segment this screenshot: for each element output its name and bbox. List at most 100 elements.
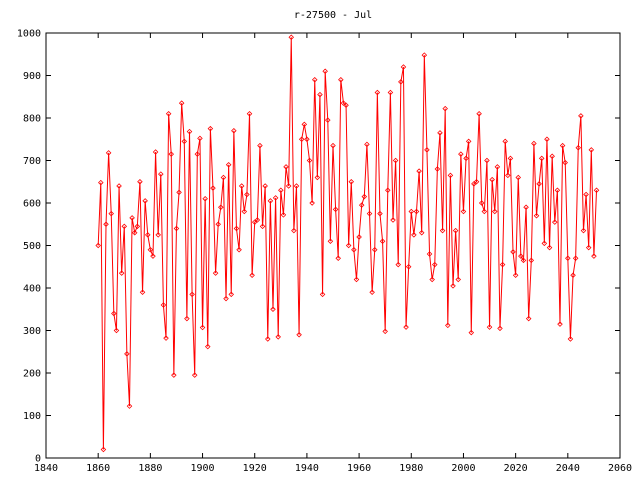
chart-title: r-27500 - Jul	[294, 10, 372, 21]
data-point	[416, 168, 422, 174]
y-tick-label: 500	[23, 241, 41, 252]
data-point	[238, 183, 245, 189]
data-point	[358, 202, 365, 208]
data-point	[439, 227, 446, 234]
data-point	[291, 227, 297, 234]
data-point	[98, 179, 104, 186]
axes-layer: 1840 1860 1880 1900 1920 1940 1960 1980 2000 2020…	[17, 29, 632, 475]
data-point	[478, 200, 485, 206]
data-point	[481, 208, 488, 215]
data-point	[421, 52, 428, 58]
data-point	[426, 251, 433, 257]
x-tick-label: 2000	[451, 463, 475, 474]
data-point	[137, 178, 143, 185]
data-point	[244, 191, 250, 198]
data-point	[121, 223, 128, 230]
data-point	[400, 64, 407, 70]
data-point	[486, 324, 493, 330]
data-point	[398, 79, 404, 85]
data-point	[491, 208, 498, 215]
data-point	[144, 232, 151, 238]
data-point	[557, 321, 563, 327]
data-point	[202, 195, 208, 202]
data-point	[204, 343, 211, 350]
data-point	[408, 208, 415, 215]
data-point	[131, 229, 138, 236]
data-point	[296, 331, 302, 338]
x-tick-label: 1880	[138, 463, 162, 474]
data-point	[559, 142, 566, 149]
data-point	[525, 315, 532, 322]
data-point	[379, 238, 386, 245]
data-point	[147, 246, 154, 253]
data-point	[309, 200, 315, 206]
data-point	[515, 174, 522, 181]
data-point	[458, 151, 464, 157]
data-point	[259, 223, 266, 230]
x-tick-label: 1900	[190, 463, 214, 474]
data-point	[518, 253, 524, 259]
data-point	[442, 105, 448, 112]
data-point	[392, 157, 399, 164]
data-point	[371, 246, 378, 253]
data-point	[588, 147, 595, 153]
data-point	[385, 187, 391, 194]
data-point	[364, 141, 370, 148]
data-point	[160, 302, 167, 308]
data-point	[413, 208, 420, 215]
data-point	[152, 149, 159, 155]
data-point	[593, 187, 600, 194]
data-point	[473, 178, 480, 185]
data-point	[215, 221, 221, 228]
data-point	[552, 219, 558, 225]
data-point	[382, 328, 388, 335]
data-point	[176, 189, 182, 196]
data-point	[345, 242, 352, 249]
data-point	[168, 151, 175, 157]
data-point	[233, 225, 240, 232]
data-point	[272, 195, 279, 201]
data-point	[306, 157, 313, 164]
data-point	[304, 136, 310, 143]
data-point	[369, 289, 375, 296]
data-point	[562, 159, 568, 166]
data-point	[191, 372, 198, 378]
data-point	[445, 322, 451, 329]
data-point	[220, 174, 227, 181]
data-point	[330, 142, 336, 149]
data-point	[236, 246, 242, 253]
data-point	[460, 208, 467, 215]
data-point	[374, 89, 381, 96]
data-point	[139, 289, 146, 296]
data-point	[434, 166, 441, 172]
data-point	[225, 161, 232, 168]
data-point	[241, 208, 248, 215]
data-point	[335, 255, 341, 262]
data-point	[246, 110, 253, 117]
data-point	[343, 102, 349, 109]
data-point	[575, 144, 582, 151]
data-point	[207, 125, 214, 132]
data-point	[108, 210, 114, 217]
data-point	[578, 113, 584, 119]
y-tick-label: 1000	[17, 29, 41, 40]
data-point	[366, 210, 373, 217]
data-point	[541, 240, 548, 247]
data-point	[129, 215, 135, 221]
series-layer	[95, 34, 600, 453]
y-tick-label: 600	[23, 199, 41, 210]
data-point	[249, 272, 255, 279]
x-tick-label: 2060	[608, 463, 632, 474]
x-tick-label: 2040	[556, 463, 580, 474]
data-point	[257, 142, 263, 149]
data-point	[126, 403, 133, 409]
data-point	[189, 291, 195, 298]
data-point	[591, 253, 597, 259]
data-point	[538, 155, 545, 162]
data-point	[103, 221, 109, 228]
data-point	[262, 183, 268, 189]
data-point	[134, 223, 141, 230]
data-point	[288, 34, 295, 41]
data-point	[270, 306, 276, 313]
data-point	[212, 270, 219, 276]
